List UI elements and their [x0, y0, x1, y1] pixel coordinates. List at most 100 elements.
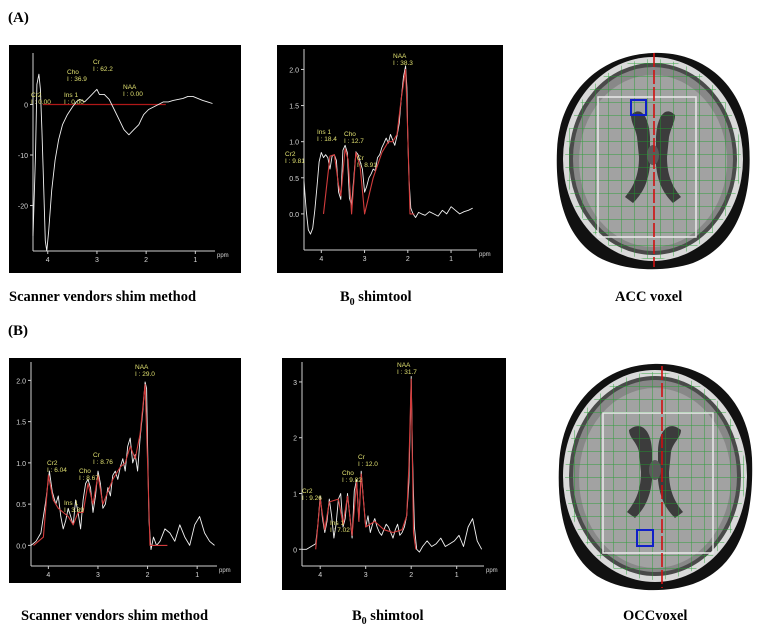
- x-axis-label: ppm: [479, 252, 491, 258]
- caption-b-sub: 0: [361, 615, 367, 627]
- y-tick-label: 1.5: [16, 420, 26, 427]
- fit-line: [322, 68, 415, 215]
- x-axis-label: ppm: [217, 253, 229, 259]
- peak-label: Cr2: [285, 151, 296, 158]
- x-tick-label: 4: [46, 257, 50, 264]
- x-tick-label: 4: [319, 256, 323, 263]
- y-tick-label: 2: [293, 436, 297, 443]
- peak-value: I : 8.76: [93, 459, 113, 466]
- peak-value: I : 8.91: [357, 162, 377, 169]
- peak-label: Cr: [358, 454, 366, 461]
- peak-label: Cr2: [31, 92, 42, 99]
- x-tick-label: 3: [363, 256, 367, 263]
- y-tick-label: 1.0: [16, 461, 26, 468]
- x-axis-label: ppm: [486, 568, 498, 574]
- caption-b-b: B: [352, 608, 362, 624]
- caption-a-rest: shimtool: [354, 289, 412, 305]
- peak-label: Ins 1: [64, 92, 78, 99]
- peak-label: Cho: [67, 69, 79, 76]
- x-tick-label: 1: [193, 257, 197, 264]
- y-tick-label: -20: [18, 204, 28, 211]
- x-tick-label: 3: [364, 572, 368, 579]
- caption-b-rest: shimtool: [366, 608, 424, 624]
- x-tick-label: 1: [195, 572, 199, 579]
- peak-value: I : 0.00: [64, 99, 84, 106]
- peak-label: Cho: [342, 470, 354, 477]
- spectrum-line: [32, 73, 213, 252]
- x-tick-label: 1: [449, 256, 453, 263]
- y-tick-label: 0.5: [16, 502, 26, 509]
- peak-value: I : 9.81: [285, 158, 305, 165]
- peak-label: NAA: [393, 53, 407, 60]
- peak-value: I : 0.00: [123, 91, 143, 98]
- peak-label: NAA: [397, 362, 411, 369]
- peak-value: I : 18.4: [317, 136, 337, 143]
- occ-grid: [565, 372, 745, 580]
- spectrum-line: [302, 375, 483, 553]
- fit-line: [33, 383, 168, 546]
- peak-label: Cr2: [47, 460, 58, 467]
- peak-value: I : 12.0: [358, 461, 378, 468]
- y-tick-label: 0: [24, 102, 28, 109]
- caption-b-vendor: Scanner vendors shim method: [21, 608, 209, 624]
- y-tick-label: 1.0: [289, 140, 299, 147]
- peak-label: Ins 1: [64, 500, 78, 507]
- occ-shim-box: [602, 412, 714, 554]
- peak-label: NAA: [123, 84, 137, 91]
- acc-shim-box: [597, 96, 697, 238]
- peak-value: I : 9.82: [342, 477, 362, 484]
- peak-label: Cho: [79, 468, 91, 475]
- acc-brain-svg: [556, 52, 750, 270]
- fit-line: [315, 378, 417, 550]
- x-tick-label: 1: [455, 572, 459, 579]
- peak-value: I : 29.0: [135, 371, 155, 378]
- peak-label: NAA: [135, 364, 149, 371]
- peak-value: I : 36.9: [67, 76, 87, 83]
- peak-value: I : 31.7: [397, 369, 417, 376]
- x-tick-label: 4: [46, 572, 50, 579]
- peak-label: Cr: [93, 59, 101, 66]
- acc-voxel-marker: [630, 99, 647, 116]
- peak-value: I : 7.02: [330, 527, 350, 534]
- panel-label-b: (B): [8, 323, 28, 339]
- x-tick-label: 2: [406, 256, 410, 263]
- peak-value: I : 3.89: [64, 507, 84, 514]
- peak-label: Cr2: [302, 488, 313, 495]
- x-tick-label: 4: [318, 572, 322, 579]
- peak-label: Cr: [357, 155, 365, 162]
- caption-a-sub: 0: [349, 296, 355, 308]
- caption-a-shimtool: B0 shimtool: [340, 289, 411, 308]
- x-tick-label: 3: [96, 572, 100, 579]
- y-tick-label: 0.0: [289, 212, 299, 219]
- peak-label: Cho: [344, 131, 356, 138]
- caption-a-vendor: Scanner vendors shim method: [9, 289, 197, 305]
- occ-voxel-image: [555, 358, 755, 594]
- acc-grid: [565, 59, 741, 259]
- x-axis-label: ppm: [219, 568, 231, 574]
- y-tick-label: 1.5: [289, 104, 299, 111]
- peak-value: I : 9.26: [302, 495, 322, 502]
- y-tick-label: 2.0: [16, 378, 26, 385]
- peak-label: Ins 1: [317, 129, 331, 136]
- occ-voxel-marker: [636, 529, 654, 547]
- peak-label: Cr: [93, 452, 101, 459]
- y-tick-label: 0.5: [289, 176, 299, 183]
- peak-value: I : 38.3: [393, 60, 413, 67]
- y-tick-label: -10: [18, 153, 28, 160]
- spectrum-line: [303, 65, 473, 235]
- peak-value: I : 12.7: [344, 138, 364, 145]
- x-tick-label: 3: [95, 257, 99, 264]
- caption-acc-voxel: ACC voxel: [615, 289, 683, 305]
- x-tick-label: 2: [409, 572, 413, 579]
- acc-voxel-image: [553, 45, 753, 273]
- y-tick-label: 1: [293, 491, 297, 498]
- x-tick-label: 2: [144, 257, 148, 264]
- peak-value: I : 6.04: [47, 467, 67, 474]
